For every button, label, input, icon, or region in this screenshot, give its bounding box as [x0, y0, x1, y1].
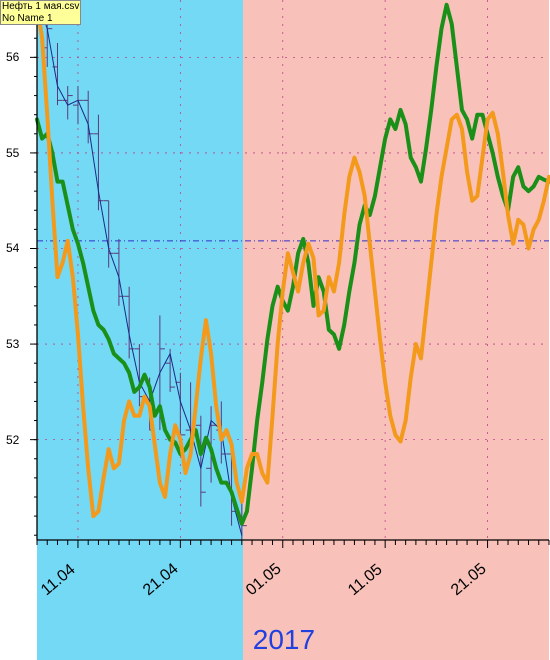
y-tick-label: 52: [6, 433, 19, 447]
legend-item: Нефть 1 мая.csv: [2, 1, 79, 13]
x-axis-year-label: 2017: [253, 624, 315, 656]
legend-item: No Name 1: [2, 13, 79, 25]
y-tick-label: 54: [6, 241, 19, 255]
y-tick-label: 53: [6, 337, 19, 351]
chart-container: Нефть 1 мая.csv No Name 1 2017 52 53 54 55 5…: [0, 0, 550, 660]
y-tick-label: 55: [6, 146, 19, 160]
y-tick-label: 56: [6, 50, 19, 64]
chart-legend: Нефть 1 мая.csv No Name 1: [0, 0, 81, 25]
